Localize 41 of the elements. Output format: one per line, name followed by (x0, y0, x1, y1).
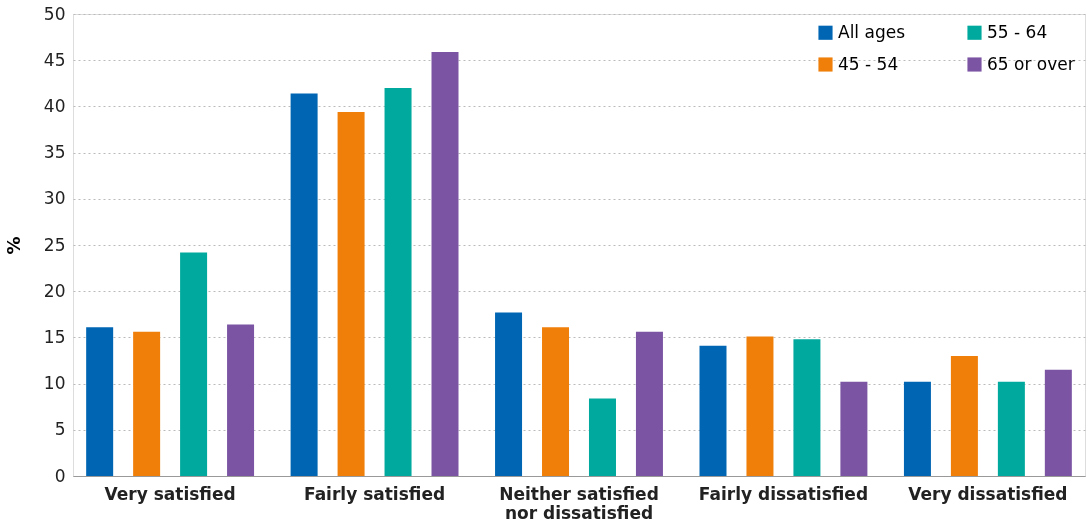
bar (699, 345, 727, 476)
bar (133, 331, 161, 476)
legend-label: 55 - 64 (987, 21, 1048, 42)
bar (997, 381, 1025, 476)
y-tick-label: 25 (43, 234, 66, 255)
y-tick-label: 15 (43, 326, 66, 347)
bar (950, 355, 978, 476)
bar (1044, 369, 1072, 476)
bar (86, 327, 114, 476)
y-tick-label: 45 (43, 49, 66, 70)
bar (384, 87, 412, 476)
y-tick-label: 50 (43, 3, 66, 24)
y-tick-label: 5 (54, 419, 66, 440)
legend-label: 65 or over (987, 53, 1075, 74)
bar (542, 327, 570, 476)
bar (746, 336, 774, 476)
bar (903, 381, 931, 476)
bar (431, 51, 459, 476)
bar (495, 312, 523, 476)
x-tick-label: Very satisfied (104, 483, 236, 504)
y-tick-label: 20 (43, 280, 66, 301)
y-tick-label: 10 (43, 373, 66, 394)
x-tick-label: Fairly dissatisfied (698, 483, 869, 504)
legend-label: All ages (838, 21, 906, 42)
bar (227, 324, 255, 476)
bar (588, 398, 616, 476)
x-tick-label: Fairly satisfied (304, 483, 446, 504)
bar (337, 111, 365, 476)
bar (635, 331, 663, 476)
y-tick-label: 40 (43, 95, 66, 116)
bar (290, 93, 318, 476)
bar (793, 339, 821, 476)
y-tick-label: 35 (43, 142, 66, 163)
bar (180, 252, 208, 476)
legend-label: 45 - 54 (838, 53, 899, 74)
x-tick-label: Neither satisfied nor dissatisfied (499, 483, 659, 523)
bar (840, 381, 868, 476)
y-tick-label: 30 (43, 188, 66, 209)
x-tick-label: Very dissatisfied (908, 483, 1068, 504)
y-tick-label: 0 (54, 465, 66, 486)
y-axis-title: % (2, 236, 24, 255)
